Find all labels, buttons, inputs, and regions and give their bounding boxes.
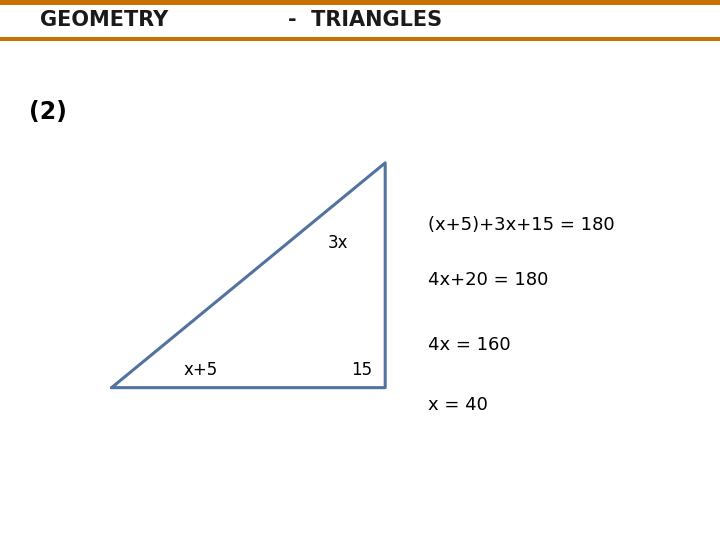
Text: 3x: 3x	[328, 234, 348, 252]
Text: 4x = 160: 4x = 160	[428, 336, 511, 354]
Text: (2): (2)	[29, 100, 67, 124]
Text: (x+5)+3x+15 = 180: (x+5)+3x+15 = 180	[428, 217, 615, 234]
Text: 15: 15	[351, 361, 372, 379]
Text: x+5: x+5	[184, 361, 218, 379]
Text: GEOMETRY: GEOMETRY	[40, 10, 168, 30]
Text: x = 40: x = 40	[428, 396, 488, 414]
Text: -  TRIANGLES: - TRIANGLES	[288, 10, 442, 30]
Text: 4x+20 = 180: 4x+20 = 180	[428, 271, 549, 289]
